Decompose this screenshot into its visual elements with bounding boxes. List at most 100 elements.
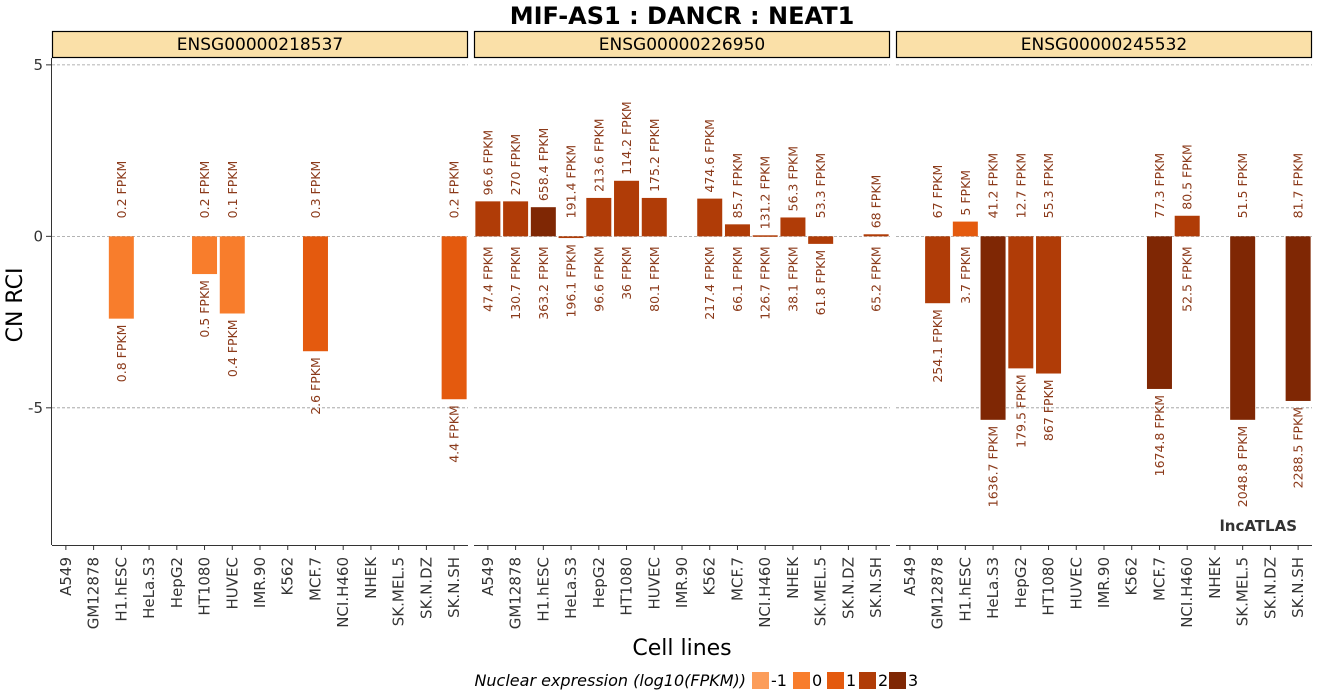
panel-strip-label: ENSG00000226950 [599, 35, 765, 55]
bar-HT1080 [614, 180, 640, 237]
bar-H1.hESC [530, 207, 556, 237]
x-tick-label: H1.hESC [956, 557, 974, 622]
bar-HeLa.S3 [980, 236, 1006, 420]
x-tick-label: SK.N.SH [867, 557, 885, 618]
x-tick-label: K562 [701, 557, 719, 595]
bar-label-cytoplasm: 270 FPKM [508, 134, 523, 196]
bar-HT1080 [192, 236, 218, 275]
x-tick-label: HT1080 [196, 557, 214, 616]
legend-title: Nuclear expression (log10(FPKM)) [474, 671, 746, 690]
x-tick-label: GM12878 [85, 557, 103, 629]
bar-SK.N.SH [863, 234, 889, 237]
bar-label-nuclear: 52.5 FPKM [1180, 246, 1195, 312]
y-tick-label: 5 [33, 56, 43, 74]
bar-HUVEC [219, 236, 245, 314]
x-tick-label: HepG2 [1012, 557, 1030, 608]
bar-MCF.7 [1146, 236, 1172, 389]
bar-label-nuclear: 96.6 FPKM [591, 246, 606, 312]
bar-label-nuclear: 4.4 FPKM [447, 405, 462, 463]
panel-strip [895, 30, 1313, 59]
bar-label-cytoplasm: 0.2 FPKM [197, 161, 212, 219]
bar-label-cytoplasm: 114.2 FPKM [619, 101, 634, 174]
bar-label-nuclear: 179.5 FPKM [1013, 374, 1028, 447]
bar-label-cytoplasm: 53.3 FPKM [813, 153, 828, 219]
x-tick-label: SK.MEL.5 [1234, 557, 1252, 626]
x-tick-label: NHEK [1206, 556, 1224, 599]
legend-label: 3 [908, 671, 918, 690]
legend-swatch [752, 672, 769, 689]
bar-K562 [697, 198, 723, 237]
bar-label-nuclear: 3.7 FPKM [958, 246, 973, 304]
y-axis-label: CN RCI [3, 268, 28, 343]
bar-label-nuclear: 0.8 FPKM [114, 325, 129, 383]
bar-label-cytoplasm: 175.2 FPKM [647, 118, 662, 191]
bar-MCF.7 [302, 236, 328, 352]
legend-label: 1 [846, 671, 856, 690]
x-tick-label: MCF.7 [1150, 557, 1168, 601]
bar-H1.hESC [108, 236, 134, 319]
panel-strip [51, 30, 469, 59]
bar-label-nuclear: 217.4 FPKM [702, 246, 717, 319]
bar-HT1080 [1036, 236, 1062, 374]
y-tick-label: -5 [28, 399, 43, 417]
bar-NCI.H460 [752, 235, 778, 237]
legend-swatch [889, 672, 906, 689]
x-tick-label: HeLa.S3 [562, 557, 580, 619]
bar-label-cytoplasm: 131.2 FPKM [758, 156, 773, 229]
x-tick-label: NCI.H460 [334, 557, 352, 628]
bar-label-nuclear: 38.1 FPKM [785, 246, 800, 312]
bar-label-nuclear: 61.8 FPKM [813, 250, 828, 316]
legend-swatch [859, 672, 876, 689]
x-tick-label: NCI.H460 [1178, 557, 1196, 628]
bar-label-cytoplasm: 658.4 FPKM [536, 128, 551, 201]
bar-label-nuclear: 867 FPKM [1041, 380, 1056, 442]
x-tick-label: K562 [1123, 557, 1141, 595]
bar-label-nuclear: 65.2 FPKM [869, 246, 884, 312]
x-tick-label: HeLa.S3 [984, 557, 1002, 619]
bar-label-nuclear: 36 FPKM [619, 246, 634, 300]
x-tick-label: A549 [57, 557, 75, 596]
x-tick-label: IMR.90 [1095, 557, 1113, 608]
bar-NHEK [780, 217, 806, 237]
bar-GM12878 [925, 236, 951, 304]
legend-label: -1 [771, 671, 787, 690]
x-tick-label: HeLa.S3 [140, 557, 158, 619]
bar-SK.N.SH [441, 236, 467, 400]
x-tick-label: MCF.7 [306, 557, 324, 601]
x-tick-label: SK.N.SH [1289, 557, 1307, 618]
bar-label-nuclear: 130.7 FPKM [508, 246, 523, 319]
bar-label-cytoplasm: 0.1 FPKM [225, 161, 240, 219]
bar-A549 [475, 201, 501, 237]
x-tick-label: SK.N.DZ [417, 557, 435, 619]
bar-label-cytoplasm: 68 FPKM [869, 175, 884, 229]
bar-label-cytoplasm: 474.6 FPKM [702, 119, 717, 192]
x-tick-label: MCF.7 [728, 557, 746, 601]
bar-label-cytoplasm: 96.6 FPKM [480, 130, 495, 196]
bar-label-nuclear: 0.5 FPKM [197, 280, 212, 338]
legend: Nuclear expression (log10(FPKM)) -1 0 1 2 3 [474, 671, 918, 690]
bar-label-cytoplasm: 77.3 FPKM [1152, 153, 1167, 219]
bar-label-nuclear: 2.6 FPKM [308, 357, 323, 415]
bar-label-nuclear: 1636.7 FPKM [986, 426, 1001, 507]
panel-ENSG00000226950: ENSG00000226950 A549 GM12878 H1.hESC HeLa.S3… [473, 30, 891, 629]
legend-label: 0 [812, 671, 822, 690]
bar-label-cytoplasm: 55.3 FPKM [1041, 153, 1056, 219]
bar-label-nuclear: 196.1 FPKM [564, 244, 579, 317]
legend-swatch [827, 672, 844, 689]
x-tick-label: HepG2 [168, 557, 186, 608]
x-tick-label: IMR.90 [673, 557, 691, 608]
x-axis-label: Cell lines [632, 636, 731, 661]
bar-label-cytoplasm: 191.4 FPKM [564, 145, 579, 218]
bar-label-nuclear: 66.1 FPKM [730, 246, 745, 312]
x-tick-label: A549 [901, 557, 919, 596]
bar-label-cytoplasm: 81.7 FPKM [1291, 153, 1306, 219]
x-tick-label: K562 [279, 557, 297, 595]
panels-layer: 5 0 -5 ENSG00000218537 A549 GM12878 H1.hESC HeL… [28, 30, 1313, 629]
bar-NCI.H460 [1174, 215, 1200, 237]
x-tick-label: HUVEC [645, 557, 663, 609]
bar-SK.MEL.5 [808, 236, 834, 244]
y-tick-label: 0 [33, 227, 43, 245]
watermark: lncATLAS [1220, 517, 1297, 535]
panel-strip-label: ENSG00000245532 [1021, 35, 1187, 55]
